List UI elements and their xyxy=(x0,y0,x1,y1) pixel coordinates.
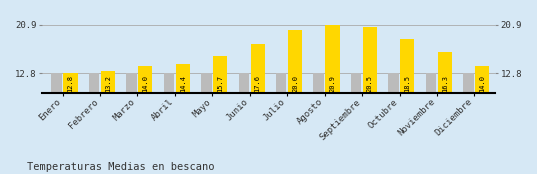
Bar xyxy=(201,73,212,93)
Text: 20.9: 20.9 xyxy=(330,75,336,92)
Text: 13.2: 13.2 xyxy=(105,75,111,92)
Bar xyxy=(213,56,227,93)
Text: 18.5: 18.5 xyxy=(404,75,410,92)
Bar xyxy=(438,52,452,93)
Bar xyxy=(363,27,377,93)
Text: 14.0: 14.0 xyxy=(142,75,148,92)
Bar xyxy=(251,44,265,93)
Bar xyxy=(351,73,361,93)
Bar xyxy=(176,64,190,93)
Bar xyxy=(63,73,78,93)
Bar xyxy=(52,73,62,93)
Text: 14.0: 14.0 xyxy=(479,75,485,92)
Bar xyxy=(400,39,415,93)
Bar xyxy=(388,73,399,93)
Bar xyxy=(288,30,302,93)
Bar xyxy=(463,73,474,93)
Text: 16.3: 16.3 xyxy=(442,75,448,92)
Bar xyxy=(325,25,339,93)
Bar xyxy=(138,66,153,93)
Bar xyxy=(101,71,115,93)
Bar xyxy=(126,73,137,93)
Bar xyxy=(164,73,174,93)
Bar xyxy=(276,73,286,93)
Bar xyxy=(89,73,99,93)
Text: 14.4: 14.4 xyxy=(180,75,186,92)
Bar xyxy=(475,66,489,93)
Bar xyxy=(314,73,324,93)
Text: 15.7: 15.7 xyxy=(217,75,223,92)
Bar xyxy=(426,73,436,93)
Text: 12.8: 12.8 xyxy=(68,75,74,92)
Text: 20.5: 20.5 xyxy=(367,75,373,92)
Text: Temperaturas Medias en bescano: Temperaturas Medias en bescano xyxy=(27,162,214,172)
Text: 20.0: 20.0 xyxy=(292,75,298,92)
Bar xyxy=(238,73,249,93)
Text: 17.6: 17.6 xyxy=(255,75,260,92)
